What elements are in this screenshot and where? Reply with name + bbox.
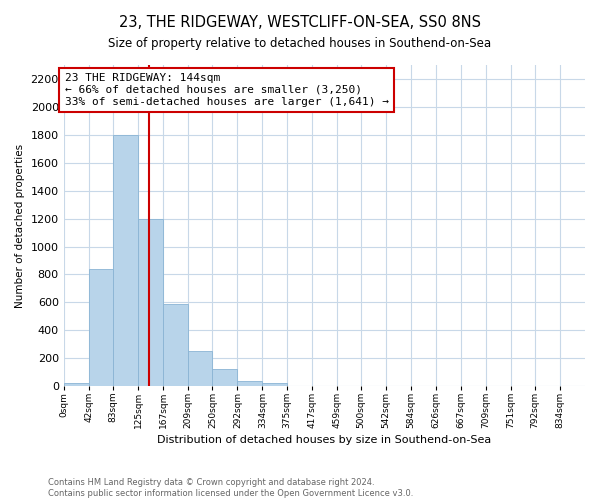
Bar [238,380,262,386]
Bar [262,382,287,386]
Bar [188,351,212,386]
Text: Contains HM Land Registry data © Crown copyright and database right 2024.
Contai: Contains HM Land Registry data © Crown c… [48,478,413,498]
Bar [138,218,163,386]
Bar [212,370,238,386]
Text: 23 THE RIDGEWAY: 144sqm
← 66% of detached houses are smaller (3,250)
33% of semi: 23 THE RIDGEWAY: 144sqm ← 66% of detache… [65,74,389,106]
X-axis label: Distribution of detached houses by size in Southend-on-Sea: Distribution of detached houses by size … [157,435,491,445]
Bar [113,135,138,386]
Bar [163,304,188,386]
Text: Size of property relative to detached houses in Southend-on-Sea: Size of property relative to detached ho… [109,38,491,51]
Bar [89,269,113,386]
Text: 23, THE RIDGEWAY, WESTCLIFF-ON-SEA, SS0 8NS: 23, THE RIDGEWAY, WESTCLIFF-ON-SEA, SS0 … [119,15,481,30]
Y-axis label: Number of detached properties: Number of detached properties [15,144,25,308]
Bar [64,382,89,386]
